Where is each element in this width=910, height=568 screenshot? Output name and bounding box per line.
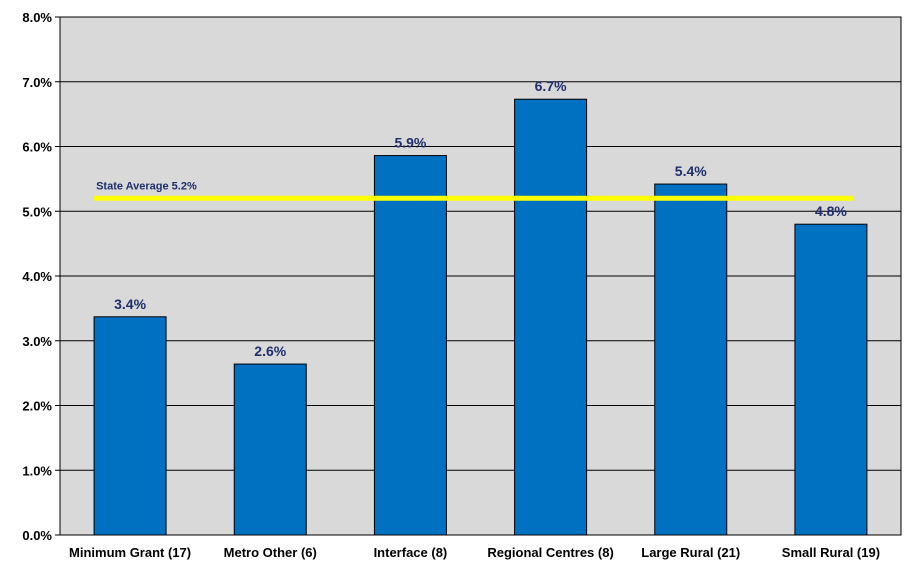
x-tick-label: Large Rural (21) — [641, 545, 740, 560]
x-tick-label: Small Rural (19) — [782, 545, 880, 560]
bar — [514, 98, 588, 536]
x-tick-label: Interface (8) — [374, 545, 448, 560]
state-average-label: State Average 5.2% — [96, 180, 197, 192]
gridlines — [55, 16, 901, 536]
data-label: 2.6% — [254, 343, 286, 359]
bars — [93, 98, 868, 536]
data-label: 5.9% — [394, 135, 426, 151]
y-tick-label: 0.0% — [22, 528, 52, 543]
x-tick-label: Minimum Grant (17) — [69, 545, 191, 560]
y-tick-label: 4.0% — [22, 269, 52, 284]
bar — [233, 363, 307, 536]
y-tick-label: 6.0% — [22, 140, 52, 155]
x-axis-tick-labels: Minimum Grant (17) Metro Other (6) Interfa… — [69, 545, 880, 560]
bar — [654, 183, 728, 536]
data-label: 4.8% — [815, 203, 847, 219]
bar — [373, 155, 447, 536]
y-tick-label: 1.0% — [22, 463, 52, 478]
data-labels: 3.4% 2.6% 5.9% 6.7% 5.4% 4.8% — [114, 78, 847, 359]
y-tick-label: 2.0% — [22, 399, 52, 414]
data-label: 6.7% — [535, 78, 567, 94]
y-tick-label: 7.0% — [22, 75, 52, 90]
bar — [93, 316, 167, 536]
data-label: 5.4% — [675, 163, 707, 179]
x-tick-label: Regional Centres (8) — [487, 545, 613, 560]
y-axis-tick-labels: 0.0% 1.0% 2.0% 3.0% 4.0% 5.0% 6.0% 7.0% 8.0% — [22, 10, 52, 543]
y-tick-label: 5.0% — [22, 204, 52, 219]
data-label: 3.4% — [114, 296, 146, 312]
y-tick-label: 3.0% — [22, 334, 52, 349]
reference-line-group: State Average 5.2% — [94, 180, 853, 201]
bar — [794, 223, 868, 536]
x-tick-label: Metro Other (6) — [224, 545, 317, 560]
y-tick-label: 8.0% — [22, 10, 52, 25]
